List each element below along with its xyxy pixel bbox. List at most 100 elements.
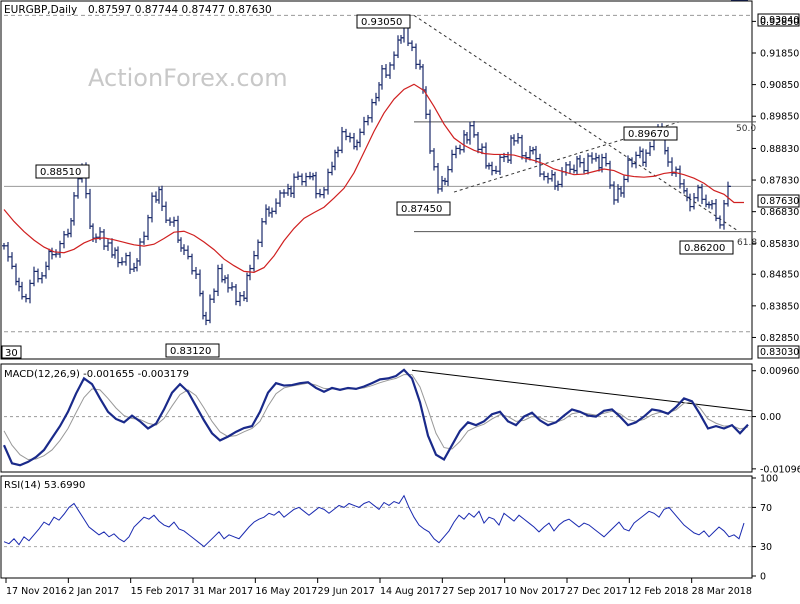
bottom-level-label: 0.83030 <box>760 347 799 358</box>
price-bar <box>446 165 450 187</box>
price-bar <box>718 215 722 229</box>
x-tick-label: 17 Nov 2016 <box>6 586 67 597</box>
price-bar <box>424 86 428 120</box>
top-level-label: 0.93040 <box>760 15 799 26</box>
price-bar <box>700 183 704 205</box>
price-bar <box>270 207 274 218</box>
price-bar <box>542 171 546 181</box>
price-annotations: 0.93050 0.88510 0.87450 0.83120 0.89670 … <box>1 14 757 359</box>
swing-low-label-box <box>396 201 451 216</box>
price-bar <box>300 173 304 186</box>
current-price-box <box>757 194 800 208</box>
price-y-tick-label: 0.83850 <box>760 301 799 312</box>
price-bar <box>172 216 176 227</box>
price-bar <box>362 116 366 136</box>
low-label: 0.83120 <box>170 346 211 357</box>
price-y-tick-label: 0.87830 <box>760 176 799 187</box>
fib-618-label: 61.8 <box>737 238 757 248</box>
price-bar <box>534 145 538 164</box>
x-tick-label: 14 Aug 2017 <box>380 586 441 597</box>
price-bar <box>138 238 142 266</box>
price-bar <box>226 274 230 293</box>
recent-low-label: 0.86200 <box>684 243 725 254</box>
price-bar <box>10 252 14 270</box>
time-x-axis: 17 Nov 2016 2 Jan 2017 15 Feb 2017 31 Mar 2… <box>5 578 752 597</box>
price-bar <box>234 284 238 306</box>
price-bar <box>608 160 612 189</box>
macd-signal-line <box>3 374 749 461</box>
price-bar <box>538 153 542 177</box>
price-bar <box>490 161 494 176</box>
swing-low-label: 0.87450 <box>401 204 442 215</box>
price-bar <box>40 272 44 284</box>
price-bar <box>204 311 208 326</box>
price-bar <box>296 171 300 181</box>
price-bar <box>688 193 692 212</box>
price-bar <box>20 281 24 300</box>
macd-y-tick-label: 0.009608 <box>760 366 800 377</box>
price-bar <box>432 148 436 171</box>
price-bar <box>590 152 594 164</box>
rsi-panel <box>0 475 753 579</box>
price-bar <box>50 247 54 260</box>
price-bar <box>142 231 146 245</box>
x-tick-label: 28 Mar 2018 <box>692 586 752 597</box>
price-bar <box>32 266 36 287</box>
high-label: 0.93050 <box>361 17 402 28</box>
price-y-tick-label: 0.90850 <box>760 80 799 91</box>
price-bar <box>410 40 414 52</box>
price-bar <box>498 154 502 175</box>
price-bar <box>116 246 120 268</box>
price-bar <box>260 217 264 248</box>
price-right-labels: 0.93040 0.87630 0.83030 <box>757 13 800 359</box>
price-bar <box>256 239 260 260</box>
price-bar <box>282 189 286 198</box>
price-bar <box>120 257 124 266</box>
price-bar <box>304 172 308 187</box>
price-bar <box>336 146 340 158</box>
price-bar <box>578 155 582 168</box>
price-bar <box>190 253 194 275</box>
price-y-tick-label: 0.84850 <box>760 270 799 281</box>
price-bar <box>436 162 440 194</box>
x-tick-label: 29 Jun 2017 <box>318 586 375 597</box>
price-bar <box>630 157 634 168</box>
price-bar <box>160 185 164 212</box>
price-bar <box>388 62 392 79</box>
price-bar <box>710 199 714 210</box>
rsi-y-tick-label: 0 <box>760 572 766 583</box>
price-y-tick-label: 0.86830 <box>760 207 799 218</box>
price-bar <box>208 294 212 324</box>
swing-high-label: 0.89670 <box>628 129 669 140</box>
price-bar <box>524 151 528 163</box>
rsi-title: RSI(14) 53.6990 <box>4 480 85 491</box>
price-bar <box>164 201 168 224</box>
price-y-tick-label: 0.92850 <box>760 17 799 28</box>
high-label-box <box>356 14 411 29</box>
price-bar <box>24 293 28 303</box>
rsi-y-tick-label: 30 <box>760 542 772 553</box>
price-bar <box>692 193 696 210</box>
fib-50-label: 50.0 <box>736 124 756 134</box>
price-bar <box>380 65 384 90</box>
price-bar <box>582 157 586 174</box>
price-bar <box>450 149 454 173</box>
price-bar <box>476 132 480 154</box>
price-bar <box>6 242 10 262</box>
x-tick-label: 10 Nov 2017 <box>505 586 566 597</box>
x-tick-label: 15 Feb 2017 <box>131 586 190 597</box>
price-bar <box>494 165 498 175</box>
price-bar <box>28 279 32 304</box>
x-tick-label: 27 Dec 2017 <box>567 586 628 597</box>
price-bar <box>340 126 344 154</box>
watermark-text: ActionForex.com <box>88 64 288 92</box>
price-bar <box>454 145 458 159</box>
price-panel <box>0 0 753 360</box>
price-bar <box>212 288 216 304</box>
price-bar <box>2 242 6 250</box>
price-bar <box>124 252 128 266</box>
x-tick-label: 2 Jan 2017 <box>68 586 119 597</box>
price-bar <box>128 251 132 274</box>
bottom-level-box <box>757 345 800 359</box>
